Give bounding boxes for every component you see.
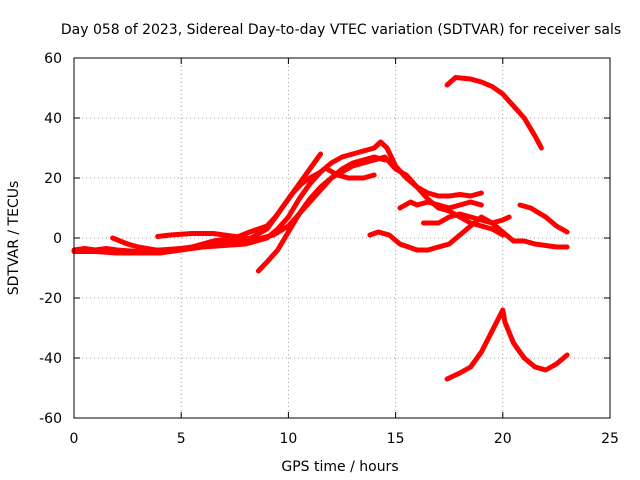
ticks: 0 5 10 15 20 25 -60 -40 -20 0 20 40 60 [39, 51, 619, 447]
series-arc-6 [324, 166, 377, 181]
x-axis-label: GPS time / hours [281, 459, 398, 475]
y-tick-label: 20 [44, 171, 62, 187]
series-layer [71, 75, 570, 382]
x-tick-label: 5 [177, 431, 186, 447]
y-tick-label: -60 [39, 411, 62, 427]
series-arc-12 [444, 307, 570, 382]
series-arc-3 [110, 169, 324, 253]
series-arc-11 [517, 202, 570, 235]
x-tick-label: 15 [387, 431, 405, 447]
series-arc-5 [255, 154, 506, 274]
y-tick-label: -40 [39, 351, 62, 367]
y-axis-label: SDTVAR / TECUs [6, 181, 22, 296]
y-tick-label: -20 [39, 291, 62, 307]
y-tick-label: 60 [44, 51, 62, 67]
series-arc-10 [444, 75, 544, 151]
x-tick-label: 10 [279, 431, 297, 447]
y-tick-label: 40 [44, 111, 62, 127]
y-tick-label: 0 [53, 231, 62, 247]
x-tick-label: 20 [494, 431, 512, 447]
x-tick-label: 0 [70, 431, 79, 447]
chart-title: Day 058 of 2023, Sidereal Day-to-day VTE… [61, 22, 621, 38]
series-arc-9 [421, 211, 512, 226]
series-arc-7 [367, 214, 570, 253]
series-arc-8 [397, 199, 484, 211]
x-tick-label: 25 [601, 431, 619, 447]
